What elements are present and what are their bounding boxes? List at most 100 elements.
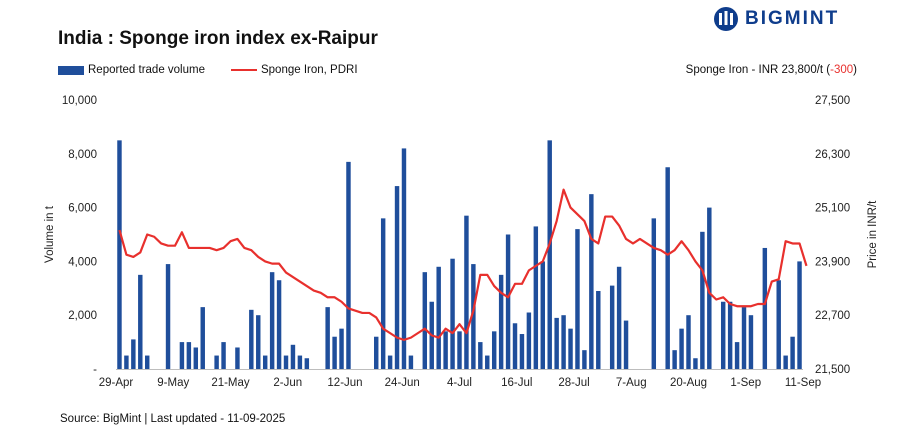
volume-bar <box>387 355 393 369</box>
volume-bar <box>464 215 469 369</box>
volume-bar <box>374 336 379 369</box>
x-tick-label: 12-Jun <box>327 377 362 389</box>
volume-bar <box>117 140 122 369</box>
source-note: Source: BigMint | Last updated - 11-09-2… <box>60 413 286 425</box>
x-tick-label: 1-Sep <box>730 377 761 389</box>
volume-bar <box>325 307 330 369</box>
y-right-tick-label: 23,900 <box>815 256 850 268</box>
bigmint-logo-icon <box>714 7 738 31</box>
volume-bar <box>256 315 261 369</box>
price-line <box>118 188 808 341</box>
volume-bar <box>138 274 143 369</box>
volume-bar <box>790 336 795 369</box>
volume-bar <box>693 358 698 369</box>
legend-label-price: Sponge Iron, PDRI <box>260 64 358 76</box>
volume-bar <box>519 334 525 369</box>
x-tick-label: 24-Jun <box>385 377 420 389</box>
volume-bar <box>471 264 476 369</box>
volume-bar <box>741 307 747 369</box>
price-note-close: ) <box>853 64 857 76</box>
volume-bar <box>346 161 351 369</box>
chart-legend: Reported trade volume Sponge Iron, PDRI <box>58 64 384 76</box>
volume-bar <box>408 355 414 369</box>
brand-name: BIGMINT <box>745 8 840 29</box>
volume-bar <box>498 274 504 369</box>
y-right-tick-label: 22,700 <box>815 310 850 322</box>
volume-bar <box>616 266 622 369</box>
x-tick-label: 20-Aug <box>670 377 707 389</box>
price-change-value: -300 <box>830 64 854 76</box>
volume-bar <box>200 307 205 369</box>
volume-bar <box>457 331 462 369</box>
volume-bar <box>720 301 726 369</box>
price-note: Sponge Iron - INR 23,800/t (-300) <box>686 64 857 76</box>
volume-bar <box>672 350 677 369</box>
volume-bar <box>575 229 580 369</box>
y-right-tick-label: 25,100 <box>815 203 850 215</box>
x-tick-label: 29-Apr <box>99 377 134 389</box>
y-tick-label: 10,000 <box>62 95 97 107</box>
y-tick-label: 4,000 <box>68 256 97 268</box>
y-axis-title-right: Price in INR/t <box>867 200 879 269</box>
y-right-tick-label: 21,500 <box>815 364 850 376</box>
volume-bar <box>186 342 192 369</box>
volume-bar <box>290 344 296 369</box>
volume-bar <box>512 323 518 369</box>
volume-bar <box>485 355 490 369</box>
volume-bar <box>582 350 587 369</box>
volume-bar <box>700 231 705 369</box>
x-tick-label: 28-Jul <box>558 377 589 389</box>
legend-item-volume: Reported trade volume <box>58 64 205 76</box>
volume-bar <box>165 264 171 369</box>
x-tick-label: 7-Aug <box>616 377 647 389</box>
volume-bar <box>221 342 226 369</box>
volume-bar <box>561 315 566 369</box>
y-right-tick-label: 26,300 <box>815 149 850 161</box>
volume-bar <box>478 342 483 369</box>
volume-bar <box>436 266 441 369</box>
volume-bar <box>262 355 268 369</box>
volume-bar <box>734 342 740 369</box>
volume-bar <box>269 272 275 369</box>
volume-bar <box>193 347 199 369</box>
volume-bar <box>145 355 150 369</box>
legend-item-price: Sponge Iron, PDRI <box>230 64 358 76</box>
legend-label-volume: Reported trade volume <box>88 64 205 76</box>
volume-bar <box>450 258 455 369</box>
chart-title: India : Sponge iron index ex-Raipur <box>58 28 378 49</box>
volume-bar <box>665 167 670 369</box>
volume-bar <box>651 218 657 369</box>
volume-bar <box>491 331 497 369</box>
x-tick-label: 9-May <box>157 377 189 389</box>
legend-swatch-bar <box>58 65 84 75</box>
volume-bar <box>422 272 428 369</box>
y-tick-label: 8,000 <box>68 149 97 161</box>
legend-swatch-line <box>230 69 257 71</box>
volume-bar <box>609 285 615 369</box>
y-tick-label: 6,000 <box>68 203 97 215</box>
y-right-tick-label: 27,500 <box>815 95 850 107</box>
volume-bar <box>554 317 559 369</box>
volume-bar <box>131 339 136 369</box>
x-tick-label: 16-Jul <box>501 377 532 389</box>
volume-bar <box>297 355 303 369</box>
volume-bar <box>526 312 532 369</box>
volume-bar <box>686 315 691 369</box>
x-tick-label: 2-Jun <box>273 377 302 389</box>
volume-bar <box>276 280 282 369</box>
volume-bar <box>332 336 337 369</box>
volume-bar <box>401 148 407 369</box>
volume-bar <box>596 290 601 369</box>
volume-bar <box>797 261 802 369</box>
price-note-text: Sponge Iron - INR 23,800/t ( <box>685 64 831 76</box>
x-tick-label: 4-Jul <box>447 377 472 389</box>
volume-bar <box>394 186 400 369</box>
y-tick-label: 2,000 <box>68 310 97 322</box>
volume-bar <box>214 355 219 369</box>
x-tick-label: 21-May <box>211 377 250 389</box>
volume-bar <box>762 247 768 369</box>
volume-bar <box>707 207 712 369</box>
x-tick-label: 11-Sep <box>785 377 821 389</box>
volume-bar <box>540 261 545 369</box>
